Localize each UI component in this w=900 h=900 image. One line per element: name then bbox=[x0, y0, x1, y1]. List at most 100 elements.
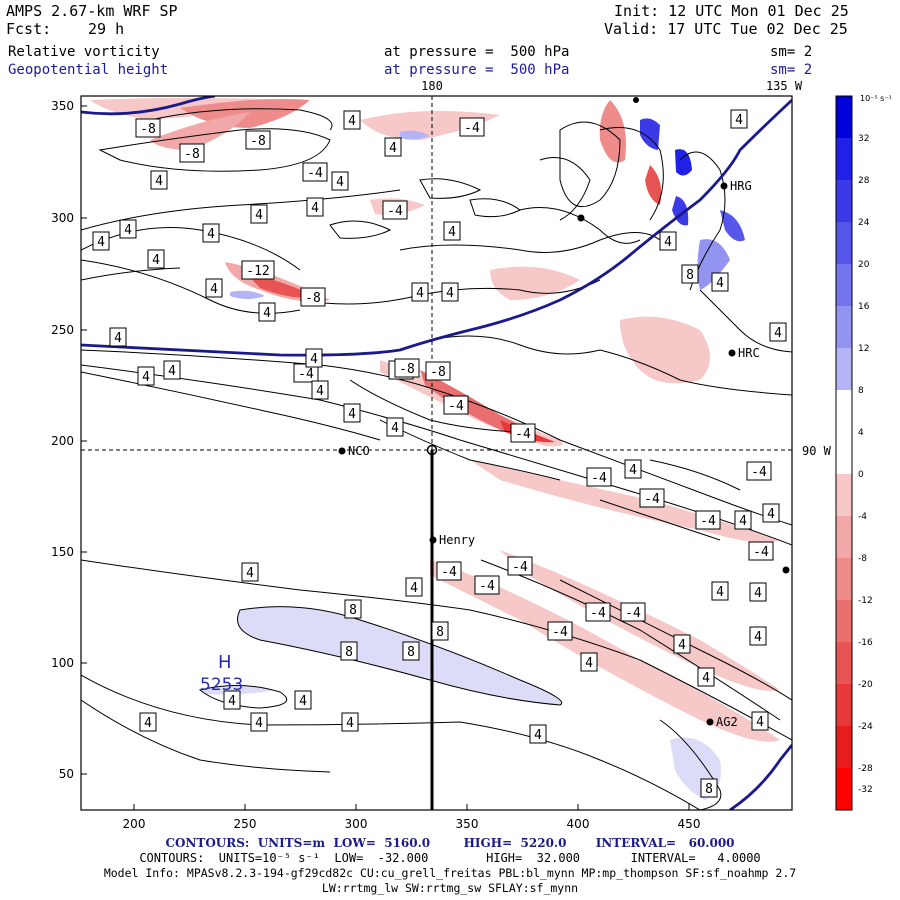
contour-label: 8 bbox=[436, 625, 444, 640]
contour-label: 8 bbox=[686, 268, 694, 283]
pos-vort-streak-5 bbox=[697, 239, 730, 290]
station-henry-label: Henry bbox=[439, 533, 475, 547]
contour-label-box bbox=[425, 361, 451, 381]
contour-label: 4 bbox=[152, 253, 160, 268]
contour-label-box bbox=[443, 221, 461, 241]
contour-label-box bbox=[305, 348, 323, 368]
contour-line bbox=[237, 606, 563, 706]
colorbar-tick: -32 bbox=[858, 785, 873, 795]
contour-label-box bbox=[405, 577, 423, 597]
contour-label: -4 bbox=[387, 204, 403, 219]
footer-model-info-2: LW:rrtmg_lw SW:rrtmg_sw SFLAY:sf_mynn bbox=[321, 881, 579, 895]
pos-vort-lens bbox=[237, 606, 562, 705]
station-dot bbox=[782, 566, 790, 574]
contour-line bbox=[519, 207, 641, 244]
colorbar-swatch bbox=[836, 516, 852, 559]
contour-label: 4 bbox=[316, 384, 324, 399]
contour-label-box bbox=[311, 380, 329, 400]
contour-label: 4 bbox=[348, 407, 356, 422]
colorbar-tick: 8 bbox=[858, 386, 864, 396]
high-value: 5253 bbox=[200, 675, 243, 695]
colorbar-tick: 16 bbox=[858, 302, 870, 312]
contour-label: 4 bbox=[664, 235, 672, 250]
contour-label: 4 bbox=[410, 581, 418, 596]
forecast-hours: 29 h bbox=[88, 20, 125, 38]
colorbar-tick: 24 bbox=[858, 218, 870, 228]
contour-line bbox=[599, 499, 721, 541]
colorbar-tick: -16 bbox=[858, 638, 873, 648]
colorbar-swatch bbox=[836, 390, 852, 433]
contour-label: 4 bbox=[114, 331, 122, 346]
pos-vort-top-right-4 bbox=[720, 210, 745, 242]
contour-label-box bbox=[769, 322, 787, 342]
colorbar-swatch bbox=[836, 138, 852, 181]
contour-label-box bbox=[394, 358, 420, 378]
colorbar-swatch bbox=[836, 306, 852, 349]
contour-label: 4 bbox=[263, 306, 271, 321]
contour-label-box bbox=[620, 602, 646, 622]
colorbar-tick: 4 bbox=[858, 428, 864, 438]
colorbar-tick: 0 bbox=[858, 470, 864, 480]
contour-label-box bbox=[302, 162, 328, 182]
station-dot bbox=[633, 97, 639, 103]
contour-label: 4 bbox=[255, 716, 263, 731]
contour-label: 4 bbox=[124, 223, 132, 238]
contour-label: 4 bbox=[310, 352, 318, 367]
contour-label-box bbox=[441, 282, 459, 302]
contour-label: -4 bbox=[591, 471, 607, 486]
contour-line bbox=[349, 379, 521, 433]
y-tick: 250 bbox=[51, 323, 74, 337]
field2-name: Geopotential height bbox=[8, 62, 169, 78]
contour-label: -4 bbox=[552, 625, 568, 640]
footer-height-contours: CONTOURS: UNITS=m LOW= 5160.0 HIGH= 5220… bbox=[165, 836, 735, 850]
contour-label-box bbox=[749, 582, 767, 602]
station-ag2-label: AG2 bbox=[716, 715, 738, 729]
contour-line bbox=[98, 128, 331, 172]
contour-label: 4 bbox=[678, 638, 686, 653]
height-contour-5160-right bbox=[729, 744, 792, 810]
neg-vort-band-lr1 bbox=[430, 560, 780, 742]
contour-labels: -8 -8 -8 -4 -4 -4 -4 -4 -8 -8 -8 -12 -4 -4 -4 -4 -4 -4 -4 -… bbox=[92, 109, 787, 798]
contour-label-box bbox=[507, 556, 533, 576]
contour-line bbox=[81, 227, 301, 271]
contour-label-box bbox=[711, 581, 729, 601]
contour-label-box bbox=[474, 575, 500, 595]
contour-label: -4 bbox=[625, 606, 641, 621]
x-tick: 200 bbox=[123, 817, 146, 831]
pos-vort-top-right-2 bbox=[675, 149, 692, 176]
colorbar-swatch bbox=[836, 432, 852, 475]
colorbar-tick: 28 bbox=[858, 176, 870, 186]
colorbar-tick: -8 bbox=[858, 554, 867, 564]
contour-label-box bbox=[179, 143, 205, 163]
contour-line bbox=[559, 579, 792, 701]
contour-label-box bbox=[734, 510, 752, 530]
colorbar-frame bbox=[835, 95, 853, 811]
contour-label-box bbox=[331, 171, 349, 191]
x-tick: 300 bbox=[345, 817, 368, 831]
colorbar: 10⁻⁵ s⁻¹ 32 28 24 20 16 12 8 4 0 -4 -8 -12 -16 -20 -24… bbox=[835, 94, 892, 811]
contour-line bbox=[559, 121, 621, 208]
contour-label-box bbox=[202, 223, 220, 243]
contour-label-box bbox=[673, 634, 691, 654]
contour-label-box bbox=[250, 712, 268, 732]
x-tick: 350 bbox=[456, 817, 479, 831]
contour-label-box bbox=[135, 118, 161, 138]
contour-line bbox=[649, 459, 741, 491]
field1-smoothing: sm= 2 bbox=[770, 44, 813, 60]
contour-label: -8 bbox=[250, 134, 266, 149]
field2-level: at pressure = 500 hPa bbox=[384, 62, 570, 78]
station-dot bbox=[577, 214, 585, 222]
contour-label: 4 bbox=[255, 208, 263, 223]
contour-label: 4 bbox=[299, 694, 307, 709]
contour-label: 4 bbox=[774, 326, 782, 341]
x-tick: 400 bbox=[567, 817, 590, 831]
contour-label: -4 bbox=[515, 427, 531, 442]
contour-label: -4 bbox=[307, 166, 323, 181]
contour-label: 4 bbox=[702, 671, 710, 686]
high-marker: H bbox=[218, 652, 232, 673]
colorbar-swatch bbox=[836, 768, 852, 811]
colorbar-tick: -24 bbox=[858, 722, 873, 732]
contour-label-box bbox=[711, 272, 729, 292]
contour-label-box bbox=[695, 510, 721, 530]
